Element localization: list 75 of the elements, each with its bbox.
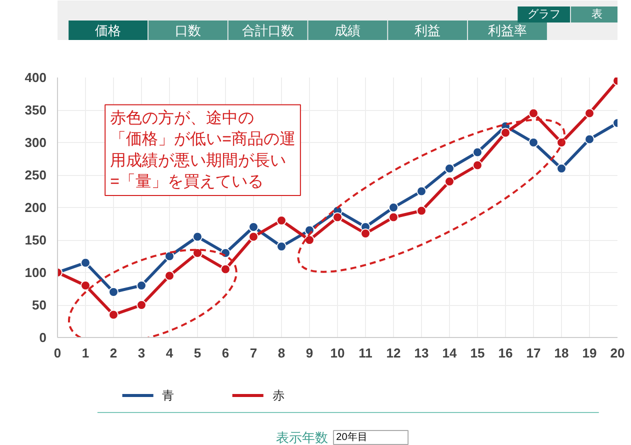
point xyxy=(472,160,482,170)
y-tick-label: 150 xyxy=(24,232,47,248)
point xyxy=(528,108,538,118)
point xyxy=(444,164,454,174)
x-tick-label: 15 xyxy=(470,346,485,360)
x-tick-label: 12 xyxy=(386,346,401,360)
x-tick-label: 18 xyxy=(554,346,569,360)
point xyxy=(388,202,398,212)
text: 表 xyxy=(592,8,603,20)
point xyxy=(164,251,174,262)
x-tick-label: 3 xyxy=(138,346,146,360)
point xyxy=(388,212,398,222)
y-tick-label: 250 xyxy=(24,168,47,182)
point xyxy=(192,248,202,258)
y-tick-label: 350 xyxy=(24,102,47,118)
y-tick-label: 400 xyxy=(24,70,47,85)
y-tick-label: 100 xyxy=(24,265,47,280)
x-tick-label: 16 xyxy=(498,346,513,360)
point xyxy=(276,216,286,226)
point xyxy=(192,232,202,242)
point xyxy=(444,176,454,186)
text: 利益率 xyxy=(488,23,527,38)
text: 合計口数 xyxy=(242,23,294,38)
point xyxy=(248,222,258,232)
point xyxy=(416,186,426,196)
legend-label: 青 xyxy=(162,388,174,402)
x-tick-label: 5 xyxy=(194,346,202,360)
legend-label: 赤 xyxy=(272,388,284,402)
x-tick-label: 14 xyxy=(442,346,458,360)
point xyxy=(500,128,510,138)
point xyxy=(80,280,90,290)
point xyxy=(80,258,90,268)
point xyxy=(472,147,482,158)
point xyxy=(108,310,118,320)
text: 口数 xyxy=(174,23,201,38)
x-tick-label: 1 xyxy=(82,346,90,360)
x-tick-label: 13 xyxy=(414,346,429,360)
annotation: 赤色の方が、途中の「価格」が低い=商品の運用成績が悪い期間が長い=「量」を買えている xyxy=(110,108,296,191)
text: グラフ xyxy=(527,8,560,20)
x-tick-label: 17 xyxy=(526,346,541,360)
x-tick-label: 9 xyxy=(306,346,314,360)
x-tick-label: 11 xyxy=(358,346,372,360)
point xyxy=(164,270,174,281)
x-tick-label: 0 xyxy=(54,346,62,360)
x-tick-label: 2 xyxy=(110,346,118,360)
point xyxy=(108,287,118,297)
text: 成績 xyxy=(334,23,361,38)
point xyxy=(136,280,146,290)
point xyxy=(220,264,230,274)
y-tick-label: 50 xyxy=(32,298,47,312)
y-tick-label: 0 xyxy=(39,330,47,345)
x-tick-label: 4 xyxy=(166,346,174,360)
point xyxy=(528,138,538,148)
x-tick-label: 10 xyxy=(330,346,345,360)
text: 20年目 xyxy=(336,431,368,443)
point xyxy=(416,206,426,216)
text: 利益 xyxy=(414,23,441,38)
point xyxy=(556,164,566,174)
point xyxy=(360,228,370,238)
point xyxy=(332,212,342,222)
point xyxy=(584,108,594,118)
point xyxy=(136,300,146,310)
text: 表示年数 xyxy=(276,430,328,445)
x-tick-label: 19 xyxy=(582,346,597,360)
text: 価格 xyxy=(95,23,122,38)
x-tick-label: 20 xyxy=(610,346,625,360)
y-tick-label: 300 xyxy=(24,135,47,150)
x-tick-label: 8 xyxy=(278,346,286,360)
point xyxy=(248,232,258,242)
x-tick-label: 6 xyxy=(222,346,230,360)
x-tick-label: 7 xyxy=(250,346,258,360)
point xyxy=(276,242,286,252)
point xyxy=(304,235,314,245)
point xyxy=(584,134,594,144)
y-tick-label: 200 xyxy=(24,200,47,215)
